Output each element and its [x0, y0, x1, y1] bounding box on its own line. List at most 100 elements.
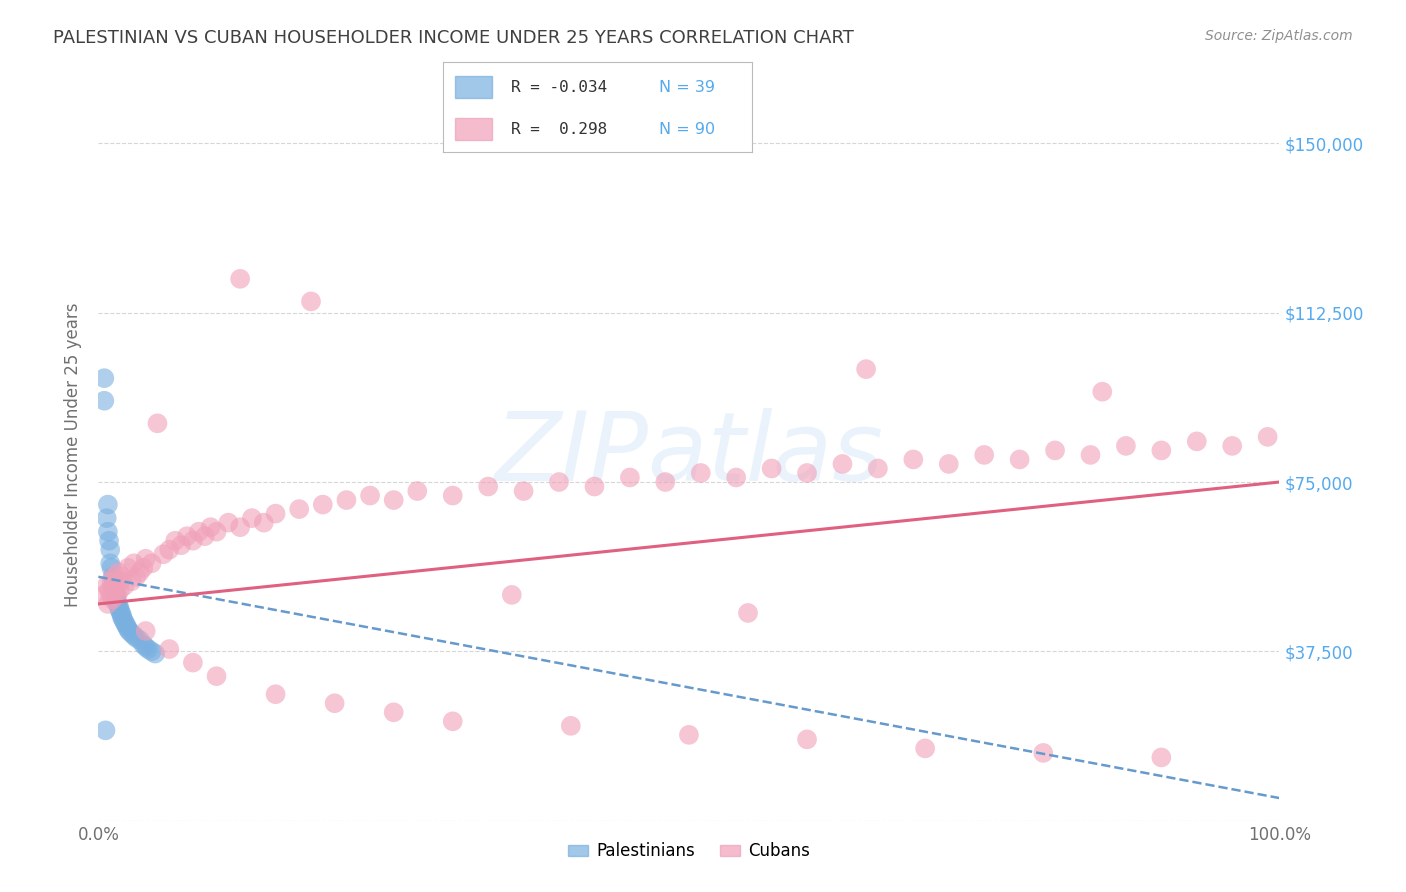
Point: [122, 628, 145, 642]
Point: [110, 606, 132, 620]
Point: [194, 529, 217, 543]
Point: [135, 624, 157, 638]
Point: [136, 642, 159, 657]
Point: [98, 542, 121, 557]
Text: N = 90: N = 90: [659, 122, 716, 136]
Point: [382, 493, 405, 508]
Point: [176, 529, 198, 543]
Point: [382, 706, 405, 720]
Point: [128, 566, 150, 580]
Point: [181, 656, 204, 670]
Text: R =  0.298: R = 0.298: [510, 122, 607, 136]
Point: [111, 610, 134, 624]
Point: [112, 615, 135, 629]
Point: [205, 669, 228, 683]
Point: [101, 579, 124, 593]
Point: [135, 640, 157, 654]
Point: [619, 470, 641, 484]
Point: [117, 561, 139, 575]
Point: [143, 647, 166, 661]
Point: [737, 606, 759, 620]
Point: [335, 493, 357, 508]
Point: [187, 524, 209, 539]
Point: [93, 371, 115, 385]
Point: [97, 524, 120, 539]
Point: [288, 502, 311, 516]
Point: [938, 457, 960, 471]
Text: ZIPatlas: ZIPatlas: [495, 409, 883, 501]
Point: [117, 622, 139, 636]
Point: [240, 511, 263, 525]
Point: [678, 728, 700, 742]
Point: [796, 732, 818, 747]
Point: [725, 470, 748, 484]
Point: [200, 520, 222, 534]
Point: [94, 723, 117, 738]
Point: [1091, 384, 1114, 399]
Point: [796, 466, 818, 480]
Text: Source: ZipAtlas.com: Source: ZipAtlas.com: [1205, 29, 1353, 43]
Point: [146, 417, 169, 431]
Point: [132, 561, 155, 575]
Point: [97, 597, 120, 611]
Point: [98, 533, 121, 548]
Point: [93, 588, 115, 602]
Point: [115, 619, 138, 633]
Point: [1043, 443, 1066, 458]
Point: [98, 588, 121, 602]
Point: [96, 511, 118, 525]
Point: [152, 547, 174, 561]
Point: [105, 592, 128, 607]
Point: [105, 588, 128, 602]
Point: [100, 561, 122, 575]
Point: [105, 595, 128, 609]
Point: [1150, 443, 1173, 458]
Point: [406, 483, 429, 498]
Point: [170, 538, 193, 552]
Text: R = -0.034: R = -0.034: [510, 80, 607, 95]
Point: [96, 579, 118, 593]
Point: [107, 599, 129, 614]
Point: [1008, 452, 1031, 467]
Point: [855, 362, 877, 376]
Point: [105, 588, 128, 602]
Point: [104, 583, 127, 598]
Point: [105, 597, 128, 611]
Text: N = 39: N = 39: [659, 80, 716, 95]
Point: [98, 583, 121, 598]
Point: [125, 570, 148, 584]
Point: [122, 556, 145, 570]
Point: [477, 479, 499, 493]
Point: [501, 588, 523, 602]
Point: [229, 520, 252, 534]
Point: [441, 489, 464, 503]
Point: [548, 475, 571, 489]
Point: [299, 294, 322, 309]
Point: [125, 631, 148, 645]
Point: [112, 613, 135, 627]
Point: [107, 566, 129, 580]
Point: [141, 556, 163, 570]
Point: [103, 570, 125, 584]
Point: [1150, 750, 1173, 764]
Point: [111, 608, 134, 623]
Point: [100, 574, 122, 589]
Point: [101, 592, 124, 607]
Point: [111, 570, 134, 584]
Point: [114, 617, 136, 632]
Point: [264, 507, 287, 521]
Point: [132, 638, 155, 652]
Point: [101, 570, 124, 584]
Point: [1115, 439, 1137, 453]
Legend: Palestinians, Cubans: Palestinians, Cubans: [561, 836, 817, 867]
Point: [97, 498, 120, 512]
Point: [323, 696, 346, 710]
Point: [108, 604, 131, 618]
Point: [141, 644, 163, 658]
Point: [1257, 430, 1279, 444]
FancyBboxPatch shape: [456, 76, 492, 98]
Y-axis label: Householder Income Under 25 years: Householder Income Under 25 years: [65, 302, 83, 607]
Point: [165, 533, 187, 548]
Point: [110, 574, 132, 589]
Point: [560, 719, 582, 733]
